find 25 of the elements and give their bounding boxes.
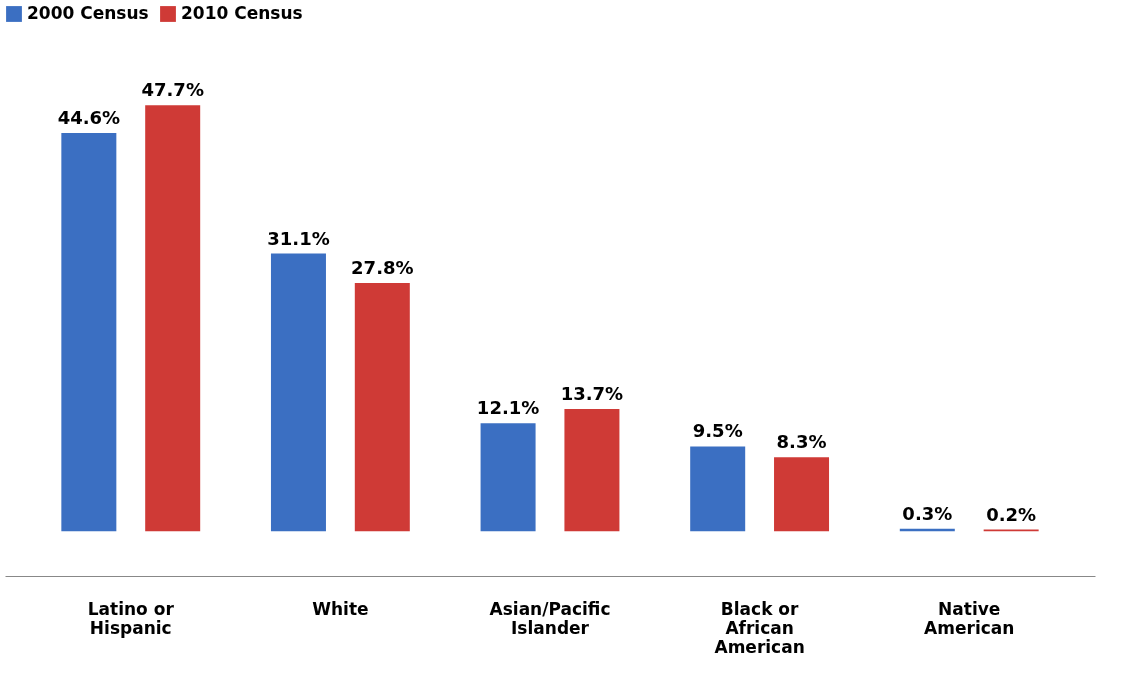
x-tick-label: Latino or Hispanic — [87, 598, 175, 638]
data-label: 44.6% — [57, 106, 121, 128]
x-tick-label: Black or African American — [714, 598, 805, 657]
bar — [690, 446, 746, 532]
bar — [480, 423, 536, 532]
bar — [145, 105, 201, 532]
legend-label: 2000 Census — [27, 3, 149, 23]
data-label: 27.8% — [351, 256, 414, 278]
data-label: 12.1% — [476, 397, 540, 419]
x-tick-label: Native American — [924, 598, 1015, 638]
x-tick-label: Asian/Pacific Islander — [489, 598, 611, 638]
data-label: 0.2% — [986, 503, 1037, 525]
legend-label: 2010 Census — [181, 3, 303, 23]
data-label: 0.3% — [902, 502, 953, 524]
bar — [270, 253, 326, 532]
bar — [774, 457, 830, 532]
bar — [61, 132, 117, 532]
data-label: 47.7% — [141, 79, 204, 101]
bar — [564, 408, 620, 532]
data-label: 31.1% — [267, 227, 330, 249]
data-label: 13.7% — [560, 382, 624, 404]
x-tick-label: White — [312, 598, 369, 619]
bar — [354, 282, 410, 532]
data-label: 8.3% — [776, 431, 827, 453]
data-label: 9.5% — [692, 420, 743, 442]
